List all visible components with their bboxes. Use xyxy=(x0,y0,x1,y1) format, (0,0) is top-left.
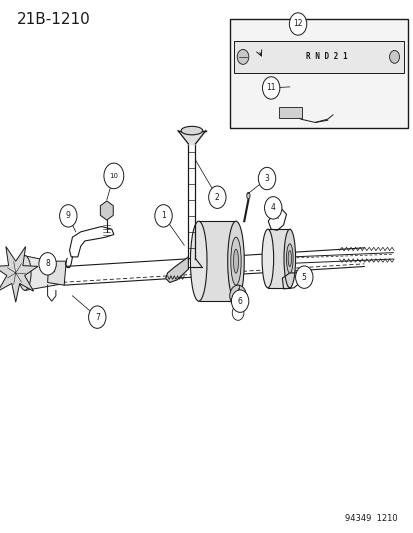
Text: 1: 1 xyxy=(161,212,166,220)
Ellipse shape xyxy=(233,249,238,273)
Circle shape xyxy=(229,285,246,306)
Circle shape xyxy=(389,51,399,63)
FancyBboxPatch shape xyxy=(278,107,301,118)
Circle shape xyxy=(295,266,312,288)
Text: R N D 2 1: R N D 2 1 xyxy=(306,52,347,61)
Circle shape xyxy=(264,197,281,219)
Text: 2: 2 xyxy=(214,193,219,201)
Polygon shape xyxy=(165,257,188,282)
Circle shape xyxy=(208,186,225,208)
Ellipse shape xyxy=(246,192,249,199)
Text: 21B-1210: 21B-1210 xyxy=(17,12,90,27)
Ellipse shape xyxy=(261,229,273,288)
Ellipse shape xyxy=(181,126,202,135)
Polygon shape xyxy=(100,201,113,220)
Text: 7: 7 xyxy=(95,313,100,321)
Text: 11: 11 xyxy=(266,84,275,92)
Circle shape xyxy=(59,205,77,227)
Bar xyxy=(233,41,403,44)
Polygon shape xyxy=(25,256,64,290)
Circle shape xyxy=(237,50,248,64)
Text: 9: 9 xyxy=(66,212,71,220)
Circle shape xyxy=(154,205,172,227)
Text: 5: 5 xyxy=(301,273,306,281)
Polygon shape xyxy=(0,246,38,302)
Circle shape xyxy=(104,163,123,189)
Polygon shape xyxy=(47,261,66,285)
Ellipse shape xyxy=(286,244,292,273)
Text: 94349  1210: 94349 1210 xyxy=(344,514,396,523)
Circle shape xyxy=(88,306,106,328)
Circle shape xyxy=(231,290,248,312)
Text: 12: 12 xyxy=(293,20,302,28)
Circle shape xyxy=(262,77,279,99)
Text: 10: 10 xyxy=(109,173,118,179)
Text: 8: 8 xyxy=(45,260,50,268)
Circle shape xyxy=(258,167,275,190)
Ellipse shape xyxy=(230,237,240,285)
Circle shape xyxy=(289,13,306,35)
Bar xyxy=(229,19,407,128)
Ellipse shape xyxy=(227,221,244,301)
Text: 3: 3 xyxy=(264,174,269,183)
Ellipse shape xyxy=(283,229,295,288)
Ellipse shape xyxy=(19,256,31,290)
Bar xyxy=(233,41,403,73)
Text: 4: 4 xyxy=(270,204,275,212)
Polygon shape xyxy=(198,221,235,301)
Circle shape xyxy=(39,253,56,275)
Ellipse shape xyxy=(287,251,291,266)
Polygon shape xyxy=(267,229,289,288)
Ellipse shape xyxy=(190,221,206,301)
Text: 6: 6 xyxy=(237,297,242,305)
